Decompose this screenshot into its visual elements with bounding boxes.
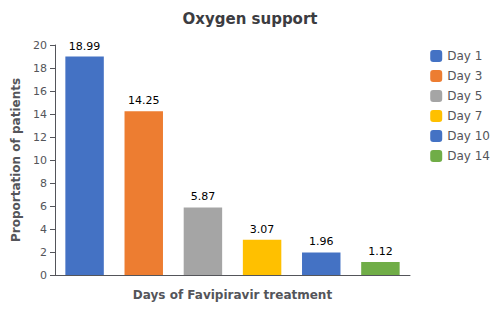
svg-text:3.07: 3.07 (250, 223, 275, 236)
svg-text:Day 10: Day 10 (447, 129, 490, 143)
svg-text:Day 5: Day 5 (447, 89, 482, 103)
svg-text:1.12: 1.12 (368, 245, 393, 258)
svg-text:14.25: 14.25 (128, 94, 160, 107)
svg-text:1.96: 1.96 (309, 235, 334, 248)
svg-text:5.87: 5.87 (191, 190, 216, 203)
svg-text:0: 0 (40, 269, 47, 282)
svg-text:20: 20 (33, 39, 47, 52)
svg-text:Oxygen support: Oxygen support (183, 10, 318, 28)
svg-text:Day 3: Day 3 (447, 69, 482, 83)
svg-text:Days of Favipiravir treatment: Days of Favipiravir treatment (133, 288, 333, 302)
svg-text:14: 14 (33, 108, 47, 121)
svg-text:16: 16 (33, 85, 47, 98)
svg-text:6: 6 (40, 200, 47, 213)
svg-text:2: 2 (40, 246, 47, 259)
svg-text:12: 12 (33, 131, 47, 144)
svg-text:Day 14: Day 14 (447, 149, 490, 163)
svg-text:8: 8 (40, 177, 47, 190)
svg-text:Proportation of patients: Proportation of patients (9, 78, 23, 242)
svg-text:18: 18 (33, 62, 47, 75)
svg-text:Day 1: Day 1 (447, 49, 482, 63)
svg-text:10: 10 (33, 154, 47, 167)
svg-text:4: 4 (40, 223, 47, 236)
svg-text:18.99: 18.99 (69, 40, 101, 53)
svg-text:Day 7: Day 7 (447, 109, 482, 123)
